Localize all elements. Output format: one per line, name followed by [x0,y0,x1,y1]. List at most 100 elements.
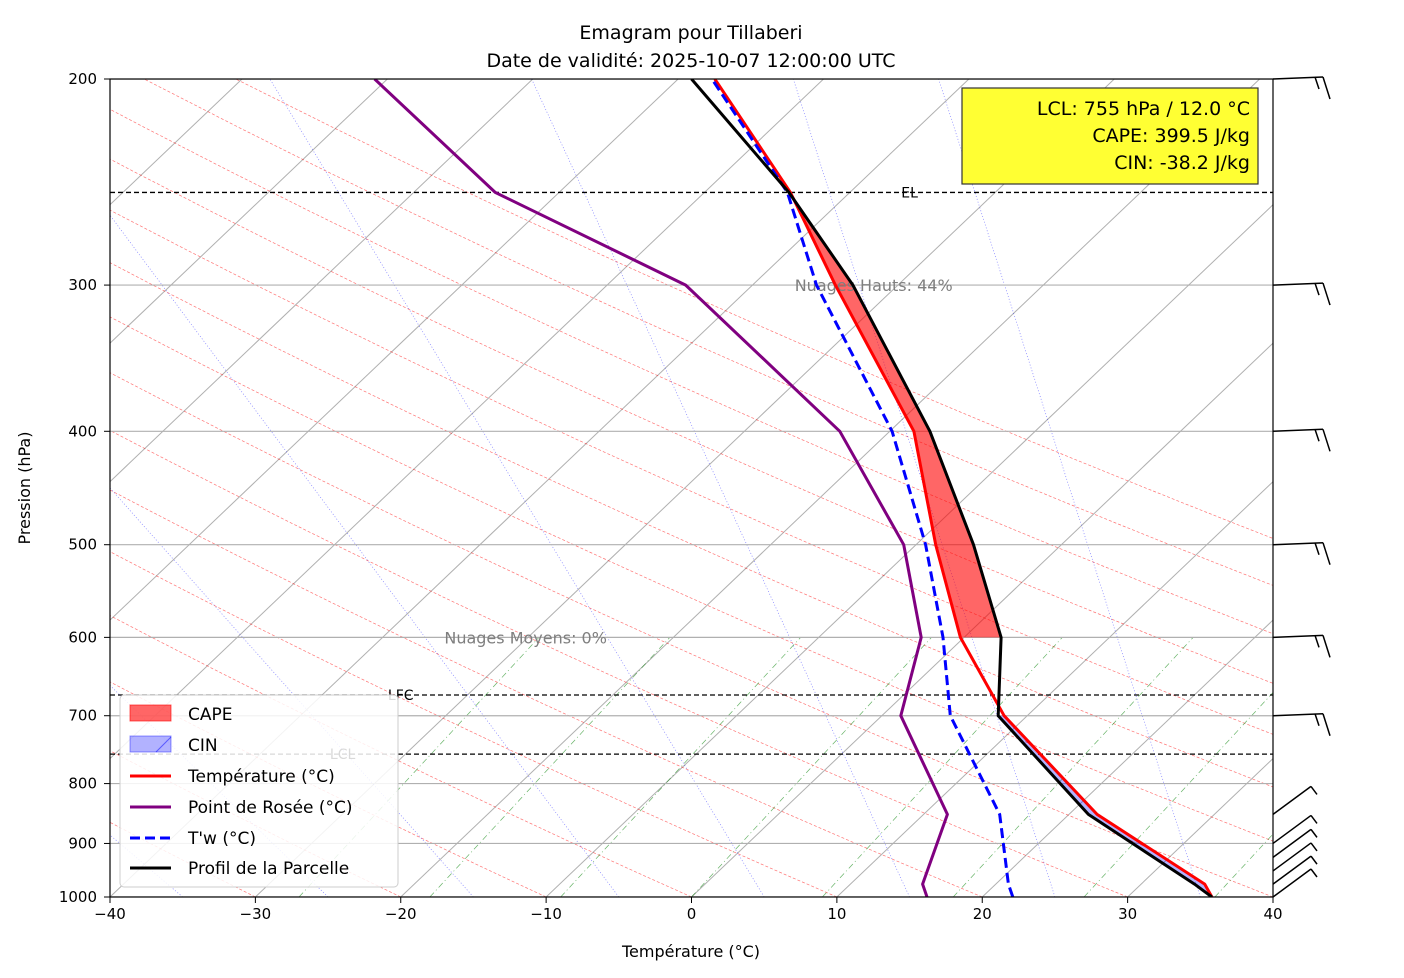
y-tick-label: 800 [68,775,97,793]
dry-adiabat [110,108,1273,635]
skew-isotherm [981,619,1273,897]
mixing-ratio-line [560,637,801,897]
wind-barb [1272,634,1331,658]
moist-adiabat [938,79,1201,897]
chart-subtitle: Date de validité: 2025-10-07 12:00:00 UT… [486,50,895,72]
y-axis-title: Pression (hPa) [15,432,34,545]
wind-barb-flag [1314,713,1320,726]
dry-adiabat [110,316,1273,842]
wind-barb-flag [1310,855,1318,865]
mixing-ratio-line [1083,692,1273,897]
x-tick-label: −40 [94,905,126,923]
moist-adiabat [531,79,910,897]
wind-barb-staff [1272,868,1312,898]
x-tick-label: 10 [827,905,846,923]
skew-isotherm [400,79,1260,897]
cape-area [788,192,1002,638]
y-tick-label: 400 [68,422,97,440]
wind-barb-flag [1322,542,1331,565]
y-tick-label: 900 [68,834,97,852]
legend-label-cin: CIN [188,736,218,756]
profile-lines [373,79,1214,897]
skew-isotherm [110,79,388,344]
wind-barb [1272,282,1331,306]
wind-barb [1272,855,1318,885]
wind-barb-flag [1310,868,1318,878]
skew-isotherm [545,204,1273,897]
x-tick-label: 20 [973,905,992,923]
legend-label-dewpoint: Point de Rosée (°C) [188,798,353,818]
wind-barb-flag [1322,76,1331,100]
wind-barb-flag [1322,713,1331,736]
skew-isotherm [1127,757,1273,897]
x-tick-label: −10 [530,905,562,923]
wind-barb [1272,842,1318,872]
y-tick-label: 300 [68,276,97,294]
wind-barb [1272,828,1318,858]
wind-barb [1272,541,1331,565]
mixing-ratio-line [822,637,1063,897]
wind-barb [1272,428,1331,452]
wind-barb-staff [1272,855,1312,885]
skew-isotherm [691,342,1273,897]
skew-isotherm [110,79,534,483]
legend-label-parcel: Profil de la Parcelle [188,859,349,879]
wind-barb-staff [1272,814,1312,845]
chart-title: Emagram pour Tillaberi [579,22,802,44]
legend-label-cape: CAPE [188,705,233,725]
background-grid [110,79,1404,897]
y-tick-label: 200 [68,70,97,88]
wind-barb-staff [1272,828,1312,858]
legend-frame [119,694,399,888]
wind-barb [1272,785,1318,816]
cloud-annotation: Nuages Moyens: 0% [444,628,607,647]
skew-isotherm [1272,896,1273,897]
info-cape: CAPE: 399.5 J/kg [1092,125,1250,147]
dry-adiabat [110,615,692,897]
y-tick-label: 1000 [59,888,97,906]
info-box-background [961,87,1259,185]
y-tick-label: 700 [68,707,97,725]
legend-swatch-cape [129,704,172,722]
mixing-ratio-line [429,637,671,897]
dry-adiabat [143,79,1273,586]
legend-label-temperature: Température (°C) [187,767,335,787]
x-tick-label: −30 [240,905,272,923]
legend-swatch-cin-hatch [155,736,172,753]
mixing-ratio-line [691,637,932,897]
x-axis-title: Température (°C) [621,942,760,961]
wind-barb-flag [1310,785,1318,795]
wind-barb-flag [1322,429,1331,452]
dry-adiabat [110,489,983,897]
x-tick-label: 30 [1118,905,1137,923]
moist-adiabat [110,214,620,897]
axis-ticks: −40 −30 −20 −10 0 10 20 30 40 1000 900 800 700 600 500… [59,70,1283,923]
wind-barb [1272,76,1331,100]
series-line-temp-rature-c [713,79,1214,897]
wind-barb-flag [1314,282,1320,296]
info-box: LCL: 755 hPa / 12.0 °C CAPE: 399.5 J/kg … [961,87,1259,185]
info-lcl: LCL: 755 hPa / 12.0 °C [1037,98,1250,120]
legend-label-wetbulb: T'w (°C) [187,829,256,849]
wind-barb-flag [1314,542,1320,555]
x-tick-label: −20 [385,905,417,923]
skew-isotherm [255,79,1115,897]
mixing-ratio-line [1346,637,1404,897]
level-lines: ELLFCLCLNuages Hauts: 44%Nuages Moyens: … [110,185,1273,763]
wind-barb-flag [1314,76,1320,90]
wind-barb [1272,712,1331,736]
skew-isotherm [110,79,679,621]
wind-barb-flag [1314,429,1320,442]
wind-barb-flag [1322,282,1331,306]
wind-barb-flag [1310,815,1318,824]
info-cin: CIN: -38.2 J/kg [1114,152,1250,174]
wind-barb-flag [1310,842,1318,852]
wind-barb-flag [1314,635,1320,648]
series-line-point-de-ros-e-c [373,79,949,897]
wind-barb-staff [1272,785,1312,816]
y-tick-label: 600 [68,628,97,646]
wind-barb [1272,868,1318,898]
series-line-t-w-c [710,79,1015,897]
series-line-profil-de-la-parcelle [690,79,1213,897]
